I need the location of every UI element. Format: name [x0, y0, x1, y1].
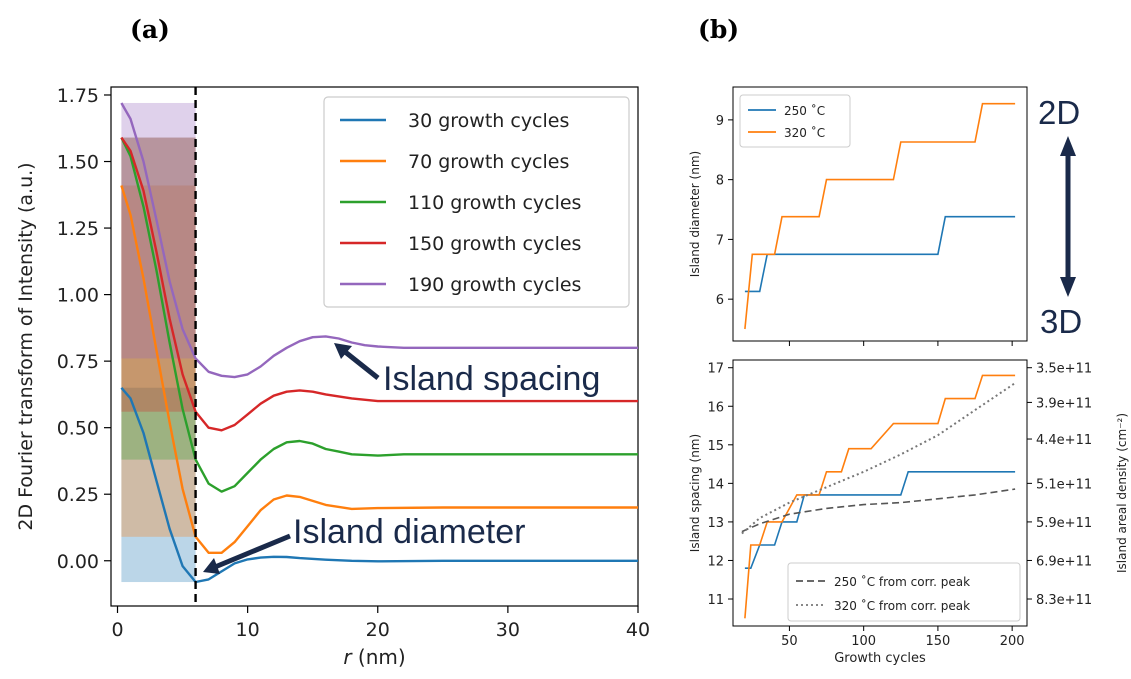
legend-label-0: 250 ˚C from corr. peak	[834, 574, 970, 589]
legend-box	[739, 94, 851, 148]
series-line-3	[741, 382, 1016, 535]
y-tick-label: 14	[707, 477, 724, 492]
legend-label-2: 110 growth cycles	[408, 192, 581, 214]
series-line-1	[744, 102, 1016, 330]
y-tick-label: 1.75	[57, 85, 99, 107]
legend-label-1: 70 growth cycles	[408, 151, 569, 173]
series-line-1	[120, 185, 638, 554]
spacing-arrow-shaft	[342, 349, 380, 380]
x-tick-label: 40	[626, 619, 650, 641]
y2-tick-label: 5.1e+11	[1036, 477, 1092, 492]
chart-a: 0 10 20 30 40 0.00 0.25 0.50 0.75 1.00 1.25 1.50 1.7…	[15, 85, 650, 669]
diameter-arrow-head	[203, 558, 220, 574]
y2-tick-label: 4.4e+11	[1036, 433, 1092, 448]
x-tick-label: 100	[851, 634, 876, 649]
y-axis-label: Island spacing (nm)	[688, 434, 702, 552]
diameter-arrow-shaft	[214, 533, 291, 570]
y-tick-label: 13	[707, 516, 724, 531]
y-tick-label: 8	[716, 174, 724, 189]
series-line-2	[120, 137, 638, 493]
x-axis-label: Growth cycles	[834, 651, 926, 666]
panel-label-b: (b)	[698, 15, 739, 44]
series-line-3	[120, 136, 638, 432]
legend-label-1: 320 ˚C	[784, 125, 825, 140]
x-tick-label: 150	[925, 634, 950, 649]
legend-label-3: 150 growth cycles	[408, 233, 581, 255]
y-axis-label: 2D Fourier transform of Intensity (a.u.)	[15, 162, 37, 530]
double-arrow-head-down	[1060, 277, 1076, 297]
y-tick-label: 7	[716, 233, 724, 248]
y-tick-label: 0.50	[57, 418, 99, 440]
y2-tick-label: 8.3e+11	[1036, 593, 1092, 608]
2d-label: 2D	[1038, 94, 1080, 131]
legend-box	[323, 96, 630, 308]
3d-label: 3D	[1040, 303, 1082, 340]
x-tick-label: 10	[236, 619, 260, 641]
series-line-0	[744, 215, 1016, 293]
island-spacing-annotation: Island spacing	[383, 360, 600, 398]
x-tick-label: 0	[111, 619, 123, 641]
x-axis-label-unit: (nm)	[352, 645, 406, 669]
chart-b-top: 6 7 8 9 Island diameter (nm) 250 ˚C 320 ˚C	[688, 86, 1076, 346]
y-tick-label: 12	[707, 554, 724, 569]
y-tick-label: 6	[716, 293, 724, 308]
y-axis-label: Island diameter (nm)	[688, 151, 702, 277]
plot-frame	[732, 86, 1028, 342]
y2-tick-label: 5.9e+11	[1036, 516, 1092, 531]
y2-tick-label: 6.9e+11	[1036, 554, 1092, 569]
y2-tick-label: 3.5e+11	[1036, 362, 1092, 377]
annotations: Island spacing Island diameter 2D 3D	[203, 94, 1082, 574]
y-tick-label: 1.00	[57, 285, 99, 307]
x-axis-label-var: r	[343, 645, 353, 669]
plot-frame	[110, 86, 639, 607]
y-tick-label: 0.75	[57, 351, 99, 373]
series-line-0	[120, 387, 638, 584]
legend-label-0: 250 ˚C	[784, 103, 825, 118]
y-tick-label: 1.50	[57, 152, 99, 174]
series-line-0	[744, 471, 1016, 569]
legend-box	[787, 562, 1021, 622]
chart-b-bottom: 11 12 13 14 15 16 17 50 100 150 200 3.5e+11 3.9e+11 4…	[688, 359, 1129, 666]
panel-label-a: (a)	[130, 15, 170, 44]
double-arrow-head-up	[1060, 136, 1076, 156]
y2-axis-label: Island areal density (cm⁻²)	[1115, 413, 1129, 573]
y-tick-label: 0.25	[57, 484, 99, 506]
spacing-arrow-head	[334, 343, 352, 359]
y-tick-label: 9	[716, 114, 724, 129]
y-tick-label: 0.00	[57, 551, 99, 573]
y-tick-label: 15	[707, 439, 724, 454]
y-tick-label: 11	[707, 593, 724, 608]
x-tick-label: 30	[496, 619, 520, 641]
x-tick-label: 20	[366, 619, 390, 641]
legend-label-4: 190 growth cycles	[408, 274, 581, 296]
x-tick-label: 200	[1000, 634, 1025, 649]
series-line-2	[741, 488, 1016, 533]
island-diameter-annotation: Island diameter	[293, 513, 525, 551]
series-line-1	[744, 374, 1016, 619]
legend-label-1: 320 ˚C from corr. peak	[834, 598, 970, 613]
x-tick-label: 50	[781, 634, 798, 649]
y-tick-label: 1.25	[57, 218, 99, 240]
legend-label-0: 30 growth cycles	[408, 110, 569, 132]
x-axis-label: r (nm)	[343, 645, 405, 669]
y2-tick-label: 3.9e+11	[1036, 396, 1092, 411]
plot-frame	[732, 359, 1028, 627]
series-line-4	[120, 102, 638, 379]
y-tick-label: 17	[707, 362, 724, 377]
y-tick-label: 16	[707, 400, 724, 415]
